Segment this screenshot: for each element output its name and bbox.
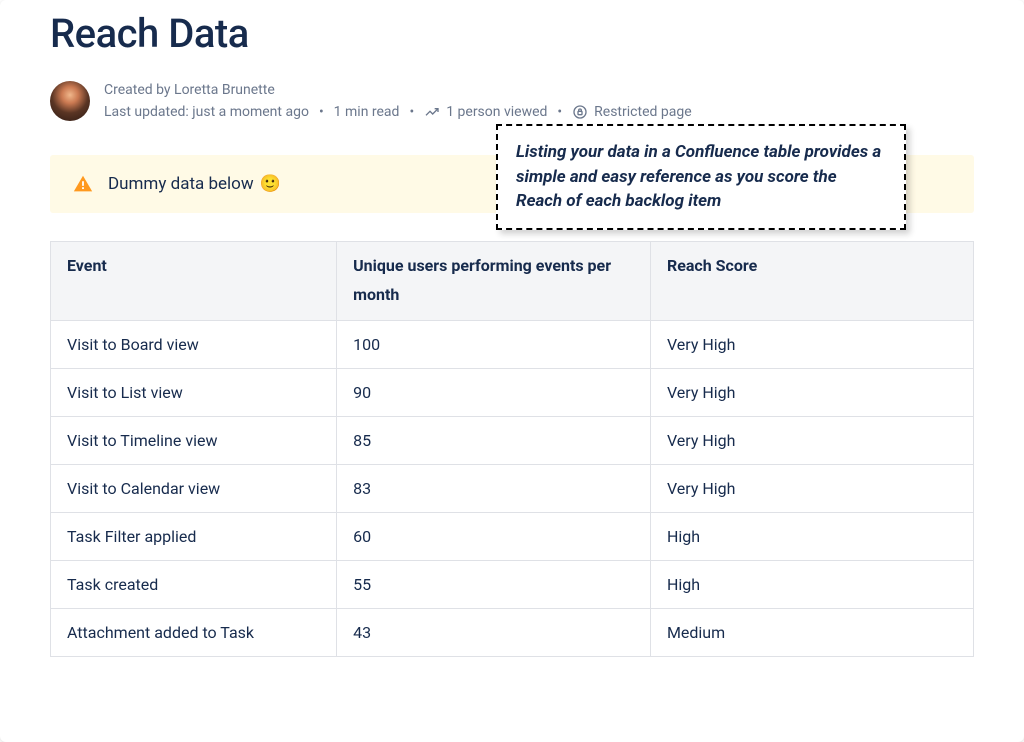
table-row: Attachment added to Task 43 Medium: [51, 608, 974, 656]
viewers-count[interactable]: 1 person viewed: [446, 103, 547, 121]
cell-score: Very High: [650, 416, 973, 464]
table-row: Visit to Board view 100 Very High: [51, 320, 974, 368]
byline: Created by Loretta Brunette Last updated…: [50, 81, 974, 121]
table-row: Task Filter applied 60 High: [51, 512, 974, 560]
reach-data-table: Event Unique users performing events per…: [50, 241, 974, 657]
callout-text: Listing your data in a Confluence table …: [516, 142, 881, 211]
table-row: Visit to Timeline view 85 Very High: [51, 416, 974, 464]
table-header-row: Event Unique users performing events per…: [51, 242, 974, 321]
col-header-event: Event: [51, 242, 337, 321]
separator-dot: •: [315, 103, 328, 121]
created-by-line: Created by Loretta Brunette: [104, 81, 692, 99]
lock-icon[interactable]: [572, 104, 588, 120]
cell-event: Visit to Timeline view: [51, 416, 337, 464]
cell-users: 85: [337, 416, 651, 464]
table-row: Task created 55 High: [51, 560, 974, 608]
col-header-users: Unique users performing events per month: [337, 242, 651, 321]
page-title: Reach Data: [50, 10, 974, 57]
cell-event: Visit to List view: [51, 368, 337, 416]
analytics-icon[interactable]: [424, 104, 440, 120]
table-row: Visit to Calendar view 83 Very High: [51, 464, 974, 512]
byline-meta: Last updated: just a moment ago • 1 min …: [104, 103, 692, 121]
info-panel-text: Dummy data below 🙂: [108, 174, 281, 194]
warning-icon: [72, 173, 94, 195]
col-header-score: Reach Score: [650, 242, 973, 321]
annotation-callout: Listing your data in a Confluence table …: [496, 124, 906, 230]
separator-dot: •: [553, 103, 566, 121]
table-body: Visit to Board view 100 Very High Visit …: [51, 320, 974, 656]
byline-text: Created by Loretta Brunette Last updated…: [104, 81, 692, 121]
cell-users: 60: [337, 512, 651, 560]
cell-users: 43: [337, 608, 651, 656]
cell-event: Visit to Board view: [51, 320, 337, 368]
last-updated: Last updated: just a moment ago: [104, 103, 309, 121]
table-row: Visit to List view 90 Very High: [51, 368, 974, 416]
cell-users: 55: [337, 560, 651, 608]
author-name[interactable]: Loretta Brunette: [174, 82, 275, 98]
cell-users: 90: [337, 368, 651, 416]
cell-score: Medium: [650, 608, 973, 656]
cell-score: High: [650, 512, 973, 560]
note-emoji: 🙂: [260, 174, 281, 194]
confluence-page: Reach Data Created by Loretta Brunette L…: [0, 0, 1024, 742]
separator-dot: •: [405, 103, 418, 121]
cell-score: Very High: [650, 320, 973, 368]
cell-event: Attachment added to Task: [51, 608, 337, 656]
author-avatar[interactable]: [50, 81, 90, 121]
cell-event: Task Filter applied: [51, 512, 337, 560]
cell-score: Very High: [650, 464, 973, 512]
read-time: 1 min read: [334, 103, 400, 121]
cell-score: High: [650, 560, 973, 608]
cell-users: 83: [337, 464, 651, 512]
cell-score: Very High: [650, 368, 973, 416]
note-text-value: Dummy data below: [108, 174, 254, 194]
cell-users: 100: [337, 320, 651, 368]
restriction-label[interactable]: Restricted page: [594, 103, 691, 121]
cell-event: Visit to Calendar view: [51, 464, 337, 512]
created-by-prefix: Created by: [104, 82, 174, 98]
cell-event: Task created: [51, 560, 337, 608]
